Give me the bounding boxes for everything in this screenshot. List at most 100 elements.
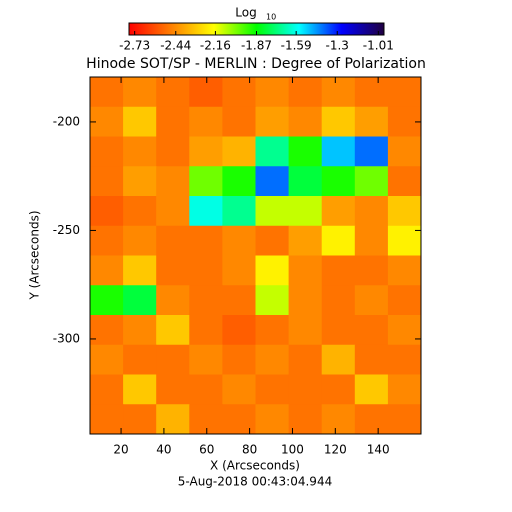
heatmap-cell xyxy=(156,285,190,316)
heatmap-cell xyxy=(156,344,190,375)
heatmap-cell xyxy=(387,344,422,375)
heatmap-cell xyxy=(387,136,422,167)
heatmap-cell xyxy=(321,77,356,108)
x-tick-label: 60 xyxy=(199,443,214,457)
heatmap-cell xyxy=(123,225,157,256)
heatmap-cell xyxy=(90,77,124,108)
heatmap-cell xyxy=(288,285,323,316)
heatmap-cell xyxy=(354,344,389,375)
heatmap-cell xyxy=(354,196,389,227)
heatmap-cell xyxy=(156,315,190,346)
heatmap-cell xyxy=(90,315,124,346)
colorbar-tick-label: -1.3 xyxy=(326,39,349,53)
heatmap-cell xyxy=(123,196,157,227)
heatmap-cell xyxy=(288,404,323,435)
heatmap-cell xyxy=(255,404,290,435)
heatmap-cell xyxy=(90,344,124,375)
heatmap-cell xyxy=(189,196,223,227)
chart-title: Hinode SOT/SP - MERLIN : Degree of Polar… xyxy=(86,56,426,72)
heatmap-cell xyxy=(321,285,356,316)
heatmap-cell xyxy=(288,196,323,227)
heatmap-cell xyxy=(288,315,323,346)
heatmap-cell xyxy=(255,315,290,346)
heatmap-cell xyxy=(255,374,290,405)
heatmap-cell xyxy=(156,255,190,286)
heatmap-cell xyxy=(321,404,356,435)
heatmap-cell xyxy=(354,136,389,167)
colorbar-title-subscript: 10 xyxy=(266,13,276,22)
heatmap-cell xyxy=(288,106,323,137)
heatmap-cell xyxy=(189,255,223,286)
colorbar-tick-label: -2.16 xyxy=(200,39,231,53)
heatmap-cell xyxy=(354,315,389,346)
heatmap-cell xyxy=(222,166,256,197)
heatmap-cell xyxy=(123,77,157,108)
colorbar-tick-label: -1.01 xyxy=(363,39,394,53)
x-tick-label: 40 xyxy=(156,443,171,457)
heatmap-cell xyxy=(222,285,256,316)
heatmap-cell xyxy=(156,77,190,108)
heatmap-cell xyxy=(354,285,389,316)
heatmap-cell xyxy=(156,136,190,167)
heatmap-cell xyxy=(123,136,157,167)
heatmap-cell xyxy=(156,106,190,137)
x-tick-label: 140 xyxy=(367,443,390,457)
heatmap-cell xyxy=(156,225,190,256)
colorbar-tick-label: -2.44 xyxy=(160,39,191,53)
heatmap-cell xyxy=(222,374,256,405)
heatmap-cell xyxy=(189,106,223,137)
footer: 5-Aug-2018 00:43:04.944 xyxy=(178,475,332,489)
heatmap-cell xyxy=(123,404,157,435)
heatmap-cell xyxy=(288,374,323,405)
heatmap-cell xyxy=(222,225,256,256)
heatmap-cell xyxy=(255,106,290,137)
heatmap-cell xyxy=(189,166,223,197)
heatmap-cell xyxy=(222,77,256,108)
heatmap-cell xyxy=(255,225,290,256)
heatmap-cell xyxy=(354,255,389,286)
heatmap-cell xyxy=(321,255,356,286)
heatmap-cell xyxy=(123,285,157,316)
heatmap-cell xyxy=(189,225,223,256)
heatmap-cell xyxy=(255,166,290,197)
heatmap-cell xyxy=(189,136,223,167)
heatmap-cell xyxy=(255,196,290,227)
heatmap-cell xyxy=(288,344,323,375)
y-axis-label: Y (Arcseconds) xyxy=(28,210,42,300)
heatmap-cell xyxy=(90,404,124,435)
x-tick-label: 100 xyxy=(281,443,304,457)
heatmap-cell xyxy=(189,77,223,108)
y-tick-label: -250 xyxy=(53,223,80,237)
heatmap-cell xyxy=(123,344,157,375)
heatmap-cell xyxy=(189,344,223,375)
heatmap-cell xyxy=(189,374,223,405)
heatmap-cell xyxy=(288,225,323,256)
heatmap-cell xyxy=(90,285,124,316)
heatmap-cell xyxy=(321,315,356,346)
heatmap-cell xyxy=(354,404,389,435)
heatmap-cell xyxy=(387,77,422,108)
heatmap-cell xyxy=(387,196,422,227)
heatmap-cell xyxy=(90,136,124,167)
heatmap-cell xyxy=(387,285,422,316)
heatmap-cell xyxy=(90,374,124,405)
x-tick-label: 120 xyxy=(324,443,347,457)
colorbar-tick-label: -2.73 xyxy=(119,39,150,53)
x-axis-label: X (Arcseconds) xyxy=(210,459,300,473)
heatmap-cell xyxy=(387,374,422,405)
heatmap-cell xyxy=(354,374,389,405)
heatmap-cell xyxy=(156,166,190,197)
heatmap-cell xyxy=(156,196,190,227)
heatmap-cell xyxy=(321,374,356,405)
heatmap-cell xyxy=(321,225,356,256)
heatmap-cell xyxy=(387,255,422,286)
heatmap-cell xyxy=(288,255,323,286)
heatmap-cell xyxy=(321,344,356,375)
heatmap-cell xyxy=(354,106,389,137)
heatmap-cell xyxy=(222,196,256,227)
heatmap-cell xyxy=(354,166,389,197)
heatmap-cell xyxy=(354,225,389,256)
heatmap-cell xyxy=(387,166,422,197)
y-tick-label: -200 xyxy=(53,114,80,128)
x-tick-label: 20 xyxy=(113,443,128,457)
